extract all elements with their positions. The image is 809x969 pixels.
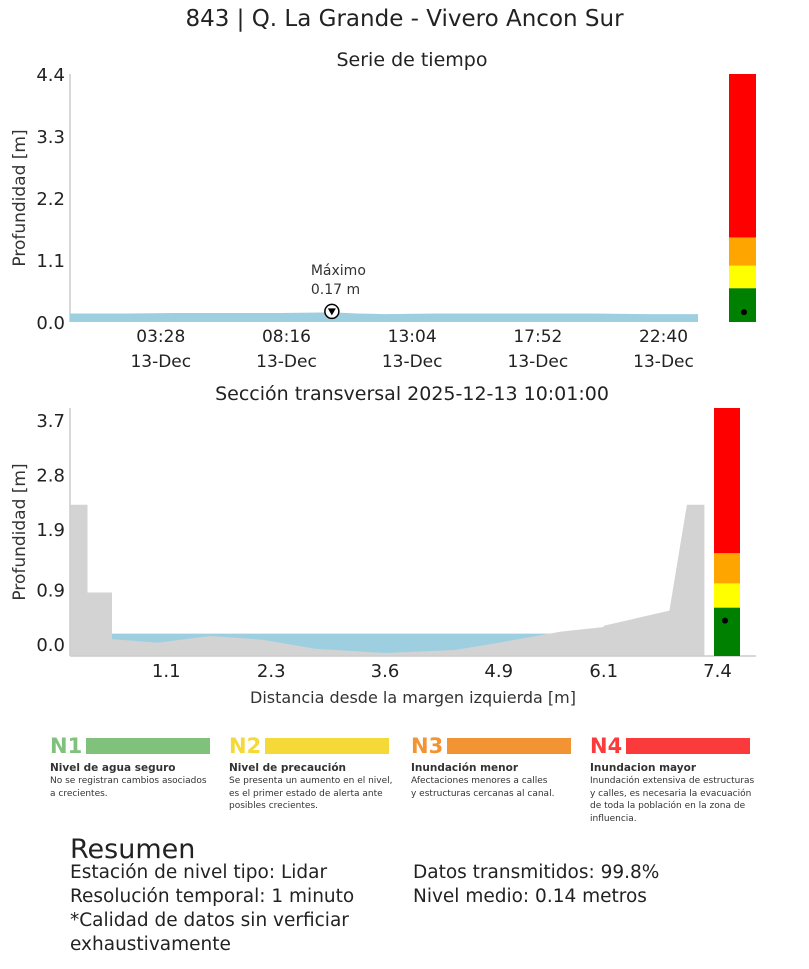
chart2-x-tick-label: 2.3 (257, 661, 286, 682)
chart2-title: Sección transversal 2025-12-13 10:01:00 (215, 383, 609, 405)
chart1-x-tick-time: 13:04 (388, 327, 437, 347)
chart2-level-band (714, 553, 740, 584)
legend-n4-desc: influencia. (590, 813, 637, 824)
page-title: 843 | Q. La Grande - Vivero Ancon Sur (185, 6, 624, 32)
legend-n2-code: N2 (229, 734, 262, 758)
chart2-y-tick-label: 0.0 (36, 635, 65, 656)
chart2-x-tick-label: 6.1 (589, 661, 618, 682)
legend-n1-code: N1 (50, 734, 83, 758)
chart2-level-dot (722, 617, 728, 624)
legend-n2-desc: es el primer estado de alerta ante (229, 788, 383, 799)
chart1-x-tick-time: 03:28 (136, 327, 185, 347)
chart1-y-tick-label: 4.4 (36, 65, 65, 86)
legend-n1-bar (86, 738, 211, 754)
legend-n2-desc: Se presenta un aumento en el nivel, (229, 776, 393, 786)
legend-n2-bar (265, 738, 390, 754)
summary-line: *Calidad de datos sin verficiar (70, 910, 349, 931)
legend-n3-title: Inundación menor (411, 762, 519, 774)
chart1-x-tick-date: 13-Dec (130, 352, 191, 372)
chart2-y-tick-label: 0.9 (36, 580, 65, 601)
chart2-level-band (714, 408, 740, 554)
chart2-x-tick-label: 7.4 (703, 661, 732, 682)
legend-n2-desc: posibles crecientes. (229, 801, 319, 811)
legend-n1-title: Nivel de agua seguro (50, 762, 176, 774)
chart1-y-tick-label: 1.1 (36, 251, 65, 272)
legend-n2: N2 Nivel de precaución Se presenta un au… (229, 734, 399, 813)
chart2-level-band (714, 607, 740, 656)
legend-n3-code: N3 (411, 734, 444, 758)
legend-n4-desc: de toda la población en la zona de (590, 801, 746, 811)
legend-n4-bar (626, 738, 751, 754)
chart1-x-tick-date: 13-Dec (633, 352, 694, 372)
chart1-y-tick-label: 0.0 (36, 313, 65, 334)
chart1-water-series (70, 312, 698, 322)
chart1-max-value: 0.17 m (311, 282, 360, 298)
chart1-x-tick-date: 13-Dec (508, 352, 569, 372)
chart1-level-dot (741, 309, 747, 316)
legend-n3: N3 Inundación menor Afectaciones menores… (411, 734, 581, 800)
chart1-level-band (729, 288, 756, 322)
legend-n1-desc: No se registran cambios asociados (50, 776, 207, 786)
legend-n2-title: Nivel de precaución (229, 762, 347, 774)
chart1-y-tick-label: 3.3 (36, 127, 65, 148)
chart2-x-tick-label: 1.1 (152, 661, 181, 682)
chart2-y-axis-label: Profundidad [m] (10, 463, 30, 600)
chart1-level-band (729, 265, 756, 289)
legend-n4-desc: Inundación extensiva de estructuras (590, 776, 755, 786)
chart2-y-tick-label: 1.9 (36, 520, 65, 541)
chart1-y-axis-label: Profundidad [m] (10, 129, 30, 266)
chart2-y-tick-label: 2.8 (36, 466, 65, 487)
chart1-max-label: Máximo (311, 263, 366, 279)
chart1-max-triangle-icon (327, 308, 336, 316)
chart1-x-tick-time: 17:52 (513, 327, 562, 347)
chart1-title: Serie de tiempo (337, 49, 488, 71)
chart2-x-tick-label: 3.6 (371, 661, 400, 682)
summary-line: Datos transmitidos: 99.8% (413, 862, 660, 883)
legend-n3-desc: Afectaciones menores a calles (411, 776, 548, 786)
chart1-x-tick-date: 13-Dec (382, 352, 443, 372)
chart1-x-tick-time: 22:40 (639, 327, 688, 347)
summary-line: Resolución temporal: 1 minuto (70, 886, 355, 907)
summary-line: Nivel medio: 0.14 metros (413, 886, 647, 907)
chart2-x-tick-label: 4.9 (484, 661, 513, 682)
summary-line: exhaustivamente (70, 934, 231, 955)
chart1-level-band (729, 74, 756, 238)
summary-line: Estación de nivel tipo: Lidar (70, 862, 328, 883)
chart1-x-tick-time: 08:16 (262, 327, 311, 347)
chart2-ground-profile (70, 504, 705, 656)
summary-title: Resumen (70, 834, 196, 865)
chart2-level-band (714, 583, 740, 608)
chart1-x-tick-date: 13-Dec (256, 352, 317, 372)
chart1-y-tick-label: 2.2 (36, 189, 65, 210)
chart2-y-tick-label: 3.7 (36, 411, 65, 432)
legend-n3-bar (447, 738, 572, 754)
legend-n1: N1 Nivel de agua seguro No se registran … (50, 734, 215, 800)
legend-n4-desc: y calles, es necesaria la evacuación (590, 788, 752, 799)
legend-n4-code: N4 (590, 734, 623, 758)
legend-n4-title: Inundacion mayor (590, 762, 697, 774)
legend-n1-desc: a crecientes. (50, 788, 108, 799)
chart1-level-band (729, 237, 756, 266)
legend-n3-desc: y estructuras cercanas al canal. (411, 788, 555, 799)
chart2-x-axis-label: Distancia desde la margen izquierda [m] (250, 688, 576, 707)
legend-n4: N4 Inundacion mayor Inundación extensiva… (590, 734, 762, 825)
